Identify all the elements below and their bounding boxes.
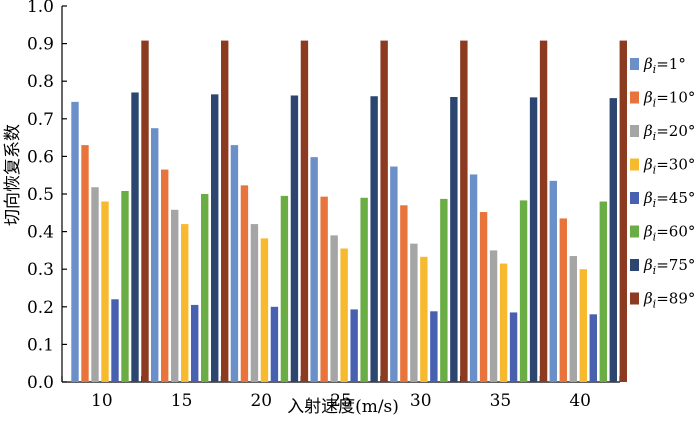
bar: [390, 166, 398, 382]
bar: [340, 248, 348, 382]
bar: [479, 212, 488, 382]
bar: [81, 145, 89, 382]
bar: [450, 96, 458, 383]
bar: [400, 205, 408, 382]
legend-label: βi=89°: [643, 290, 695, 311]
y-axis-title: 切向恢复系数: [3, 124, 23, 226]
legend-swatch: [630, 91, 639, 104]
bar: [221, 40, 229, 383]
legend-label: βi=1°: [643, 55, 686, 76]
bar: [270, 306, 279, 382]
legend-swatch: [630, 225, 639, 238]
bar: [111, 299, 119, 382]
y-tick-label: 1.0: [27, 0, 54, 17]
bar: [141, 40, 149, 383]
x-axis-title: 入射速度(m/s): [287, 397, 399, 417]
bar: [589, 314, 597, 382]
bar: [211, 94, 219, 383]
bar: [260, 238, 269, 382]
bar: [539, 40, 548, 383]
bar: [320, 196, 328, 382]
bar: [410, 243, 418, 382]
bar: [460, 40, 468, 383]
bar: [151, 128, 159, 382]
y-tick-label: 0.7: [27, 110, 54, 130]
bar: [549, 180, 557, 382]
bar: [181, 224, 189, 382]
legend-label: βi=45°: [643, 189, 695, 210]
bar: [430, 311, 438, 382]
bar: [529, 97, 538, 383]
bar: [360, 197, 368, 382]
legend-swatch: [630, 259, 639, 271]
bar: [370, 96, 378, 383]
y-tick-label: 0.8: [27, 72, 54, 92]
bar: [509, 312, 518, 382]
x-tick-label: 40: [569, 391, 591, 411]
bar: [161, 169, 169, 382]
bar: [300, 40, 309, 383]
bar: [71, 101, 79, 382]
y-tick-label: 0.1: [27, 335, 54, 355]
x-tick-label: 25: [330, 391, 352, 411]
bar: [519, 200, 528, 382]
bar: [380, 40, 388, 383]
bar: [599, 201, 607, 382]
bar: [499, 263, 508, 382]
bar: [290, 95, 299, 383]
legend-swatch: [630, 192, 639, 204]
bar: [191, 304, 199, 382]
bar: [609, 98, 617, 383]
legend-swatch: [630, 292, 639, 305]
legend-label: βi=10°: [643, 89, 695, 110]
bar: [131, 92, 139, 382]
bars: [71, 40, 627, 383]
x-tick-label: 10: [91, 391, 113, 411]
y-tick-label: 0.2: [27, 298, 54, 318]
x-tick-label: 15: [171, 391, 193, 411]
legend: βi=1° βi=10° βi=20° βi=30° βi=45° βi=60° βi=75…: [630, 55, 695, 311]
y-tick-label: 0.4: [27, 223, 54, 243]
bar: [330, 235, 338, 382]
bar: [579, 269, 587, 382]
bar: [559, 218, 567, 382]
y-axis: 0.0 0.1 0.2 0.3 0.4 0.5 0.6 0.7 0.8 0.9 1.0: [27, 0, 67, 393]
bar: [250, 224, 259, 382]
x-tick-label: 35: [490, 391, 512, 411]
bar: [240, 185, 249, 382]
bar: [469, 174, 478, 382]
bar: [350, 309, 358, 382]
bar: [440, 198, 448, 382]
x-tick-label: 20: [250, 391, 272, 411]
bar: [230, 145, 239, 382]
y-tick-label: 0.3: [27, 260, 54, 280]
bar: [489, 250, 498, 382]
bar: [201, 194, 209, 382]
legend-label: βi=75°: [643, 256, 695, 277]
y-tick-label: 0.6: [27, 147, 54, 167]
legend-swatch: [630, 58, 639, 70]
bar: [569, 256, 577, 382]
legend-label: βi=20°: [643, 122, 695, 143]
y-tick-label: 0.5: [27, 185, 54, 205]
legend-label: βi=30°: [643, 156, 695, 177]
y-tick-label: 0.0: [27, 373, 54, 393]
bar: [310, 157, 318, 382]
legend-swatch: [630, 158, 639, 171]
bar: [101, 201, 109, 382]
bar: [171, 209, 179, 382]
x-tick-label: 30: [410, 391, 432, 411]
legend-swatch: [630, 125, 639, 137]
bar: [91, 187, 99, 382]
legend-label: βi=60°: [643, 223, 695, 244]
bar: [280, 195, 289, 382]
bar: [619, 40, 627, 383]
bar: [121, 190, 129, 382]
y-tick-label: 0.9: [27, 35, 54, 55]
bar: [420, 256, 428, 382]
